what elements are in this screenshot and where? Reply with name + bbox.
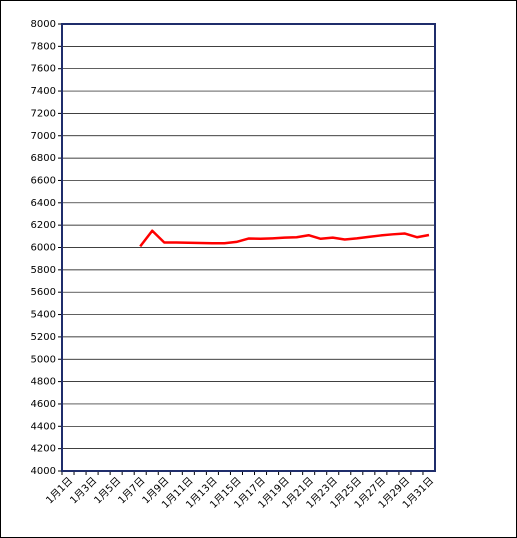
y-tick-label: 5600 [31,287,56,298]
y-tick-label: 7800 [31,41,56,52]
y-tick-label: 5400 [31,310,56,321]
y-tick-label: 8000 [31,19,56,30]
y-tick-label: 6600 [31,175,56,186]
y-tick-label: 5200 [31,332,56,343]
data-line [139,229,430,248]
y-tick-label: 5000 [31,354,56,365]
y-tick-label: 4600 [31,399,56,410]
y-tick-label: 7600 [31,64,56,75]
y-tick-label: 7400 [31,86,56,97]
y-tick-label: 6000 [31,243,56,254]
plot-border [61,23,436,472]
y-tick-label: 4200 [31,444,56,455]
y-tick-label: 7000 [31,131,56,142]
y-tick-label: 4800 [31,377,56,388]
y-tick-label: 6800 [31,153,56,164]
y-tick-label: 4000 [31,466,56,477]
y-tick-label: 6200 [31,220,56,231]
y-tick-label: 5800 [31,265,56,276]
y-tick-label: 6400 [31,198,56,209]
y-tick-label: 4400 [31,421,56,432]
y-tick-label: 7200 [31,108,56,119]
